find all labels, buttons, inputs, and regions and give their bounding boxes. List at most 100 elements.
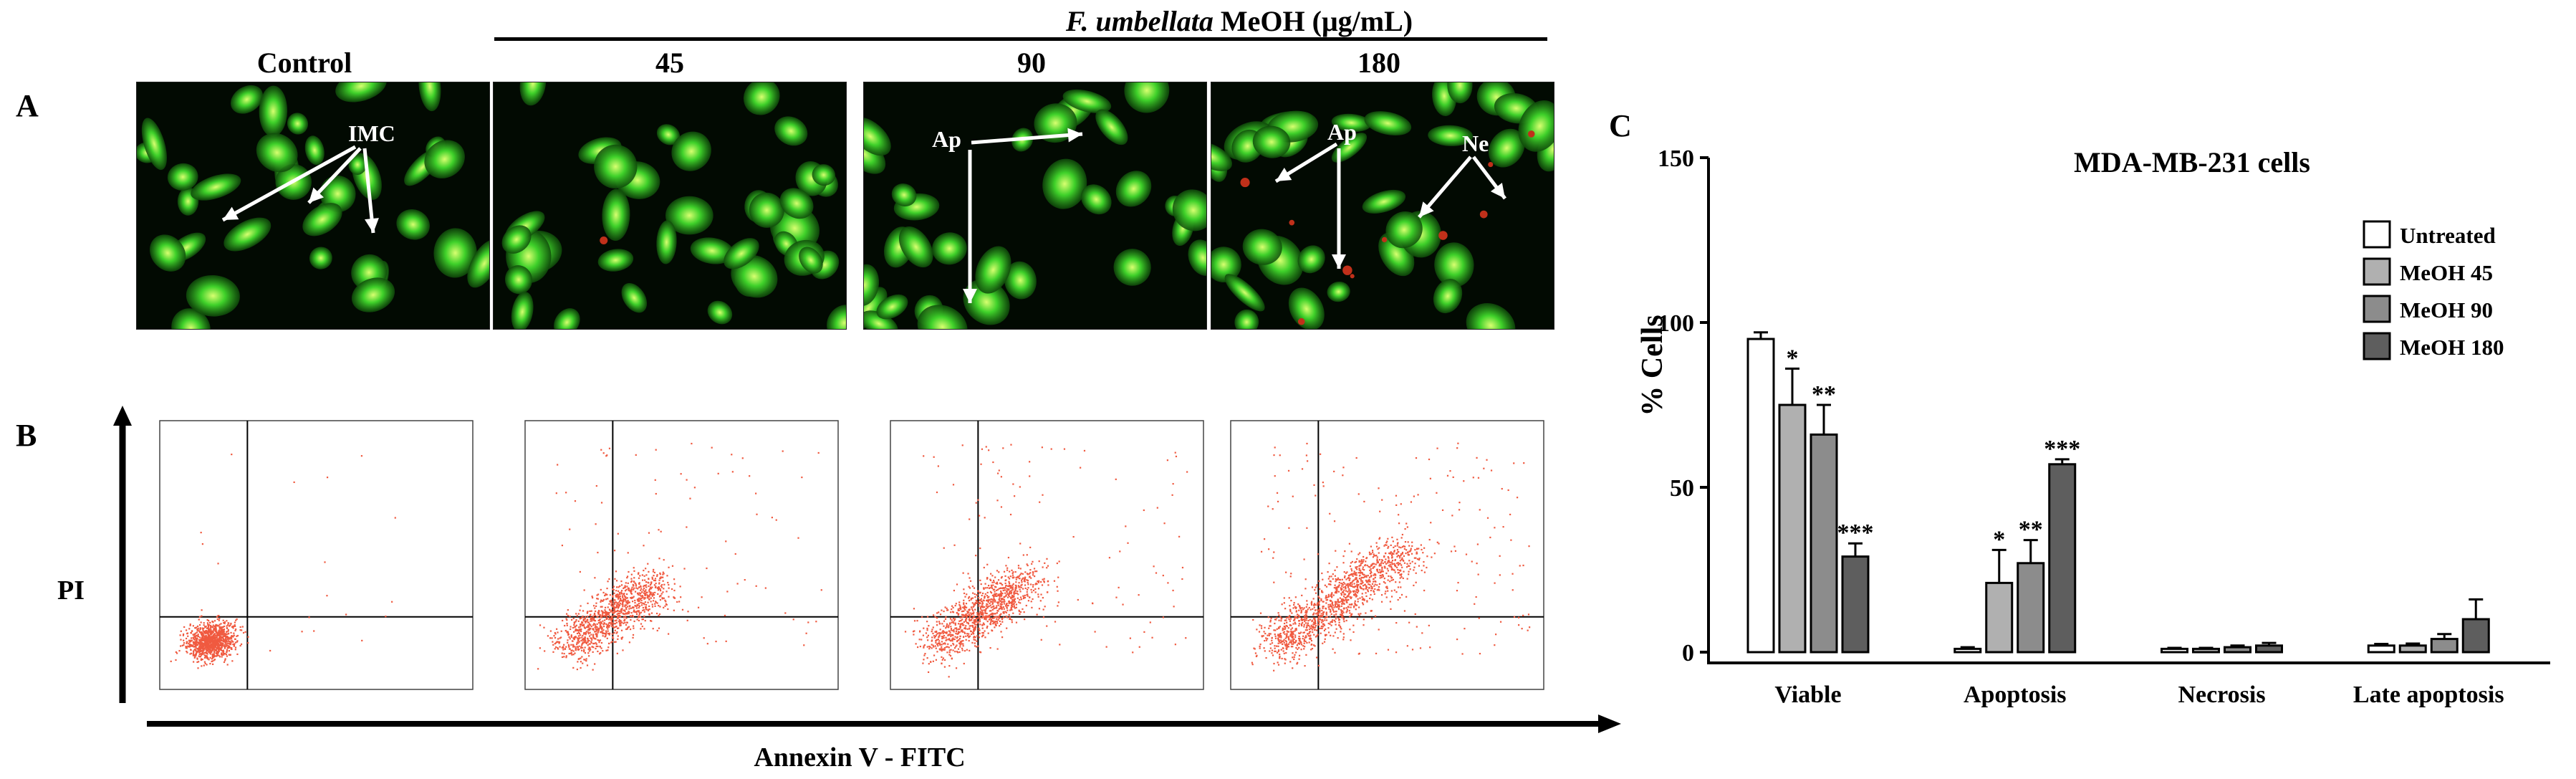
event-dot <box>1332 578 1334 580</box>
event-dot <box>220 636 222 638</box>
event-dot <box>990 598 992 601</box>
event-dot <box>994 621 996 623</box>
event-dot <box>583 659 585 661</box>
event-dot <box>215 655 217 657</box>
event-dot <box>1278 649 1280 651</box>
event-dot <box>983 599 985 602</box>
event-dot <box>1292 643 1294 645</box>
event-dot <box>219 636 222 639</box>
event-dot <box>201 640 203 642</box>
event-dot <box>643 603 645 606</box>
event-dot <box>963 624 965 626</box>
event-dot <box>1269 650 1271 652</box>
event-dot <box>673 583 676 585</box>
event-dot <box>1031 563 1033 565</box>
event-dot <box>984 593 986 595</box>
event-dot <box>975 502 977 504</box>
event-dot <box>638 619 640 622</box>
event-dot <box>216 636 218 638</box>
event-dot <box>982 616 984 618</box>
event-dot <box>301 631 303 633</box>
event-dot <box>182 633 185 636</box>
event-dot <box>1280 620 1282 622</box>
event-dot <box>211 638 213 640</box>
event-dot <box>617 607 620 609</box>
event-dot <box>623 586 625 588</box>
event-dot <box>926 629 928 631</box>
event-dot <box>1376 570 1378 572</box>
event-dot <box>1323 624 1326 626</box>
event-dot <box>615 621 618 623</box>
event-dot <box>584 652 587 654</box>
event-dot <box>621 595 624 597</box>
event-dot <box>612 615 615 617</box>
event-dot <box>595 523 597 525</box>
event-dot <box>573 631 575 633</box>
event-dot <box>1268 633 1270 635</box>
event-dot <box>964 632 966 634</box>
event-dot <box>209 642 211 644</box>
event-dot <box>1056 586 1058 588</box>
event-dot <box>1040 593 1042 596</box>
event-dot <box>1334 603 1337 606</box>
event-dot <box>965 613 967 616</box>
event-dot <box>1293 602 1295 604</box>
event-dot <box>1401 566 1403 568</box>
event-dot <box>574 500 577 502</box>
event-dot <box>1337 601 1340 603</box>
event-dot <box>951 605 953 607</box>
event-dot <box>645 592 647 595</box>
event-dot <box>585 658 587 660</box>
event-dot <box>1342 581 1345 584</box>
event-dot <box>218 634 220 636</box>
event-dot <box>582 619 585 622</box>
event-dot <box>595 610 597 613</box>
event-dot <box>996 610 999 612</box>
event-dot <box>1273 669 1275 672</box>
event-dot <box>1338 584 1340 586</box>
event-dot <box>1354 603 1356 606</box>
event-dot <box>990 584 993 586</box>
event-dot <box>955 632 957 635</box>
event-dot <box>1011 576 1014 578</box>
event-dot <box>599 645 601 648</box>
event-dot <box>557 641 559 643</box>
event-dot <box>993 597 995 599</box>
cell <box>224 217 271 252</box>
event-dot <box>1043 578 1045 580</box>
event-dot <box>214 649 216 651</box>
event-dot <box>1304 635 1307 637</box>
event-dot <box>1295 646 1297 649</box>
event-dot <box>1397 568 1399 571</box>
event-dot <box>1322 620 1324 622</box>
event-dot <box>989 591 992 593</box>
event-dot <box>201 635 203 637</box>
event-dot <box>212 634 215 636</box>
event-dot <box>617 606 619 608</box>
event-dot <box>1296 663 1298 665</box>
event-dot <box>958 607 961 609</box>
event-dot <box>1013 595 1015 598</box>
event-dot <box>1325 599 1327 601</box>
cell <box>467 239 489 288</box>
event-dot <box>610 611 612 613</box>
event-dot <box>600 601 602 603</box>
event-dot <box>1305 626 1307 629</box>
event-dot <box>990 601 992 603</box>
event-dot <box>639 598 642 601</box>
event-dot <box>961 643 963 645</box>
event-dot <box>607 646 610 649</box>
event-dot <box>955 603 957 605</box>
event-dot <box>1327 627 1330 629</box>
event-dot <box>557 638 559 640</box>
event-dot <box>1404 527 1406 530</box>
event-dot <box>212 649 214 651</box>
event-dot <box>638 583 640 586</box>
event-dot <box>1295 606 1297 608</box>
event-dot <box>962 645 964 647</box>
event-dot <box>620 629 623 631</box>
event-dot <box>1343 607 1345 609</box>
event-dot <box>204 644 206 646</box>
event-dot <box>606 587 608 590</box>
event-dot <box>1341 616 1343 618</box>
